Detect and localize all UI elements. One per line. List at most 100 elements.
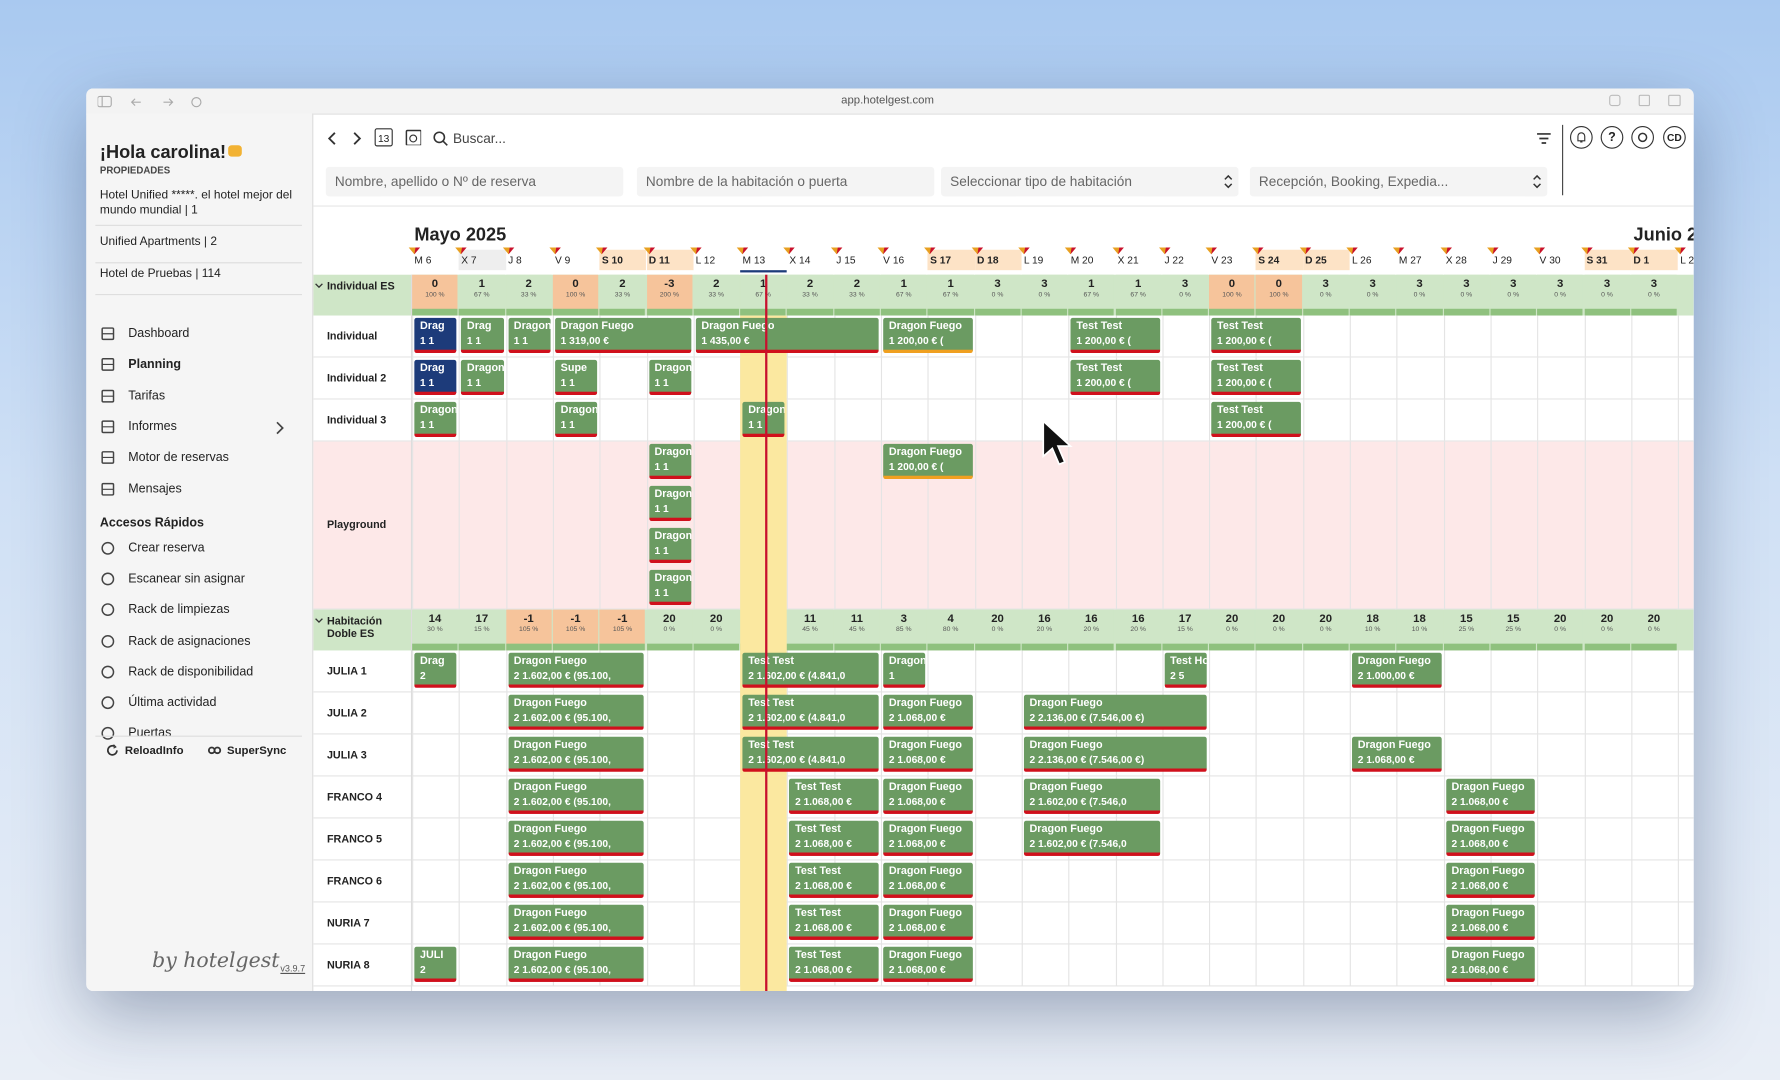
booking[interactable]: Test Test 2 1.068,00 € (789, 820, 879, 856)
day-label[interactable]: V 16 (883, 254, 905, 266)
booking[interactable]: Test Test 2 1.602,00 € (4.841,0 (742, 694, 879, 730)
booking[interactable]: Dragon Fuego 2 1.068,00 € (1352, 736, 1442, 772)
booking[interactable]: Dragon Fuego 2 1.068,00 € (883, 820, 973, 856)
day-label[interactable]: V 9 (554, 254, 571, 266)
booking[interactable]: Test Test 2 1.602,00 € (4.841,0 (742, 652, 879, 688)
booking[interactable]: Test Test 2 1.602,00 € (4.841,0 (742, 736, 879, 772)
booking[interactable]: Test Test 2 1.068,00 € (789, 778, 879, 814)
booking[interactable]: Drag 2 (414, 652, 457, 688)
booking[interactable]: Drag 1 1 (414, 359, 457, 396)
day-label[interactable]: S 31 (1586, 254, 1608, 266)
filter-input[interactable]: Nombre, apellido o Nº de reserva (325, 166, 624, 197)
property[interactable]: Hotel Unified *****. el hotel mejor del … (99, 188, 293, 217)
icon-button[interactable] (1569, 126, 1593, 149)
room-name[interactable]: FRANCO 4 (326, 790, 383, 804)
quick-link[interactable]: Rack de limpiezas (128, 603, 230, 617)
booking[interactable]: JULI 2 (414, 946, 457, 982)
booking[interactable]: Test Test 1 200,00 € ( (1070, 317, 1160, 354)
booking[interactable]: Dragon Fuego 2 1.068,00 € (883, 694, 973, 730)
booking[interactable]: Dragon Fuego 2 2.136,00 € (7.546,00 €) (1023, 736, 1207, 772)
booking[interactable]: Dragon Fuego 1 200,00 € ( (883, 317, 973, 354)
booking[interactable]: Dragon Fuego 1 319,00 € (554, 317, 692, 354)
nav-item[interactable]: Informes (128, 419, 177, 434)
day-label[interactable]: J 15 (836, 254, 856, 266)
room-name[interactable]: Individual (326, 329, 378, 343)
day-label[interactable]: D 25 (1305, 254, 1327, 266)
booking[interactable]: Dragon Fuego 2 1.602,00 € (95.100, (508, 946, 645, 982)
booking[interactable]: Dragon Fuego 2 2.136,00 € (7.546,00 €) (1023, 694, 1207, 730)
room-name[interactable]: NURIA 7 (326, 916, 370, 930)
icon-button[interactable]: ? (1600, 126, 1624, 149)
day-label[interactable]: L 26 (1352, 254, 1372, 266)
nav-item[interactable]: Motor de reservas (128, 450, 229, 465)
day-label[interactable]: L 19 (1023, 254, 1044, 266)
booking[interactable]: Dragon Fuego 2 1.602,00 € (7.546,0 (1023, 820, 1160, 856)
room-name[interactable]: Individual 2 (326, 371, 387, 385)
property[interactable]: Hotel de Pruebas | 114 (99, 266, 221, 281)
filter-input[interactable]: Nombre de la habitación o puerta (636, 166, 935, 197)
day-label[interactable]: X 28 (1445, 254, 1467, 266)
quick-link[interactable]: Escanear sin asignar (128, 572, 245, 586)
day-label[interactable]: X 7 (461, 254, 477, 266)
room-name[interactable]: Playground (326, 518, 387, 532)
booking[interactable]: Dragon Fuego 2 1.068,00 € (1445, 904, 1536, 940)
booking[interactable]: Dragon Fuego 2 1.068,00 € (1445, 946, 1536, 982)
day-label[interactable]: X 21 (1117, 254, 1139, 266)
filter-input[interactable]: Seleccionar tipo de habitación (941, 166, 1239, 197)
property[interactable]: Unified Apartments | 2 (99, 234, 217, 249)
sync-button[interactable]: SuperSync (227, 744, 287, 758)
quick-link[interactable]: Rack de asignaciones (128, 634, 251, 648)
room-name[interactable]: NURIA 8 (326, 958, 370, 972)
version[interactable]: v3.9.7 (280, 963, 306, 975)
icon-button[interactable] (1631, 126, 1654, 149)
booking[interactable]: Dragon Fuego 2 1.602,00 € (95.100, (508, 694, 645, 730)
booking[interactable]: Test Ho 2 5 (1164, 652, 1207, 688)
quick-link[interactable]: Puertas (128, 726, 172, 741)
booking[interactable]: Test Test 1 200,00 € ( (1211, 359, 1301, 396)
day-label[interactable]: D 1 (1633, 254, 1650, 266)
quick-link[interactable]: Crear reserva (128, 541, 205, 556)
day-label[interactable]: M 13 (742, 254, 766, 266)
icon-button[interactable]: CD (1663, 126, 1686, 149)
booking[interactable]: Dragon Fuego 2 1.068,00 € (883, 736, 973, 772)
nav-item[interactable]: Tarifas (128, 388, 166, 403)
booking[interactable]: Dragon 1 (883, 652, 926, 688)
day-label[interactable]: M 6 (414, 254, 432, 266)
quick-link[interactable]: Última actividad (128, 695, 217, 710)
booking[interactable]: Dragon Fuego 2 1.602,00 € (95.100, (508, 652, 645, 688)
day-label[interactable]: S 10 (601, 254, 623, 266)
booking[interactable]: Dragon Fuego 1 200,00 € ( (883, 443, 973, 480)
booking[interactable]: Dragon Fuego 2 1.068,00 € (883, 862, 973, 898)
day-label[interactable]: V 30 (1539, 254, 1561, 266)
sync-button[interactable]: ReloadInfo (124, 744, 184, 758)
day-label[interactable]: X 14 (789, 254, 811, 266)
quick-link[interactable]: Rack de disponibilidad (128, 664, 254, 679)
booking[interactable]: Test Test 2 1.068,00 € (789, 946, 879, 982)
room-name[interactable]: Individual 3 (326, 413, 387, 427)
booking[interactable]: Drag 1 1 (414, 317, 457, 354)
booking[interactable]: Test Test 1 200,00 € ( (1211, 401, 1301, 438)
room-name[interactable]: FRANCO 6 (326, 874, 383, 888)
room-name[interactable]: JULIA 2 (326, 706, 367, 720)
day-label[interactable]: J 22 (1164, 254, 1184, 266)
booking[interactable]: Test Test 2 1.068,00 € (789, 904, 879, 940)
day-label[interactable]: M 27 (1398, 254, 1422, 266)
booking[interactable]: Dragon Fuego 2 1.068,00 € (883, 946, 973, 982)
booking[interactable]: Dragon Fuego 2 1.602,00 € (95.100, (508, 778, 645, 814)
browser-actions[interactable] (1607, 94, 1686, 108)
day-label[interactable]: J 8 (508, 254, 522, 266)
browser-controls[interactable] (97, 95, 223, 109)
day-label[interactable]: S 24 (1258, 254, 1280, 266)
booking[interactable]: Test Test 1 200,00 € ( (1211, 317, 1301, 354)
booking[interactable]: Dragon Fuego 2 1.602,00 € (7.546,0 (1023, 778, 1160, 814)
booking[interactable]: Dragon Fuego 2 1.602,00 € (95.100, (508, 862, 645, 898)
